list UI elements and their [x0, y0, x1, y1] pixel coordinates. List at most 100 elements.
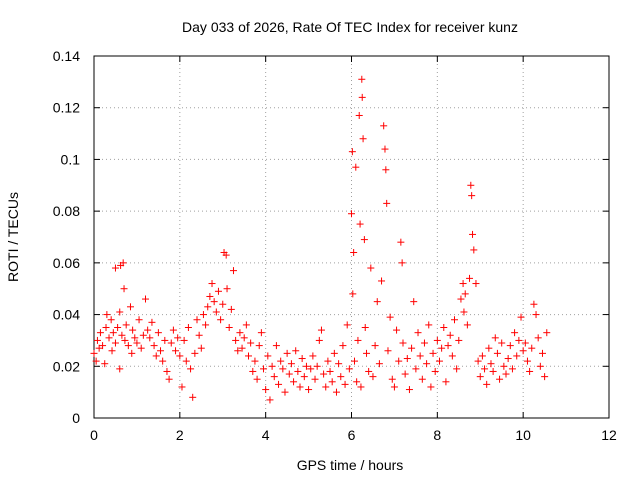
data-point: [359, 135, 367, 143]
data-point: [182, 357, 190, 365]
data-point: [455, 336, 463, 344]
data-point: [459, 280, 467, 288]
data-point: [277, 357, 285, 365]
data-point: [234, 347, 242, 355]
data-point: [191, 349, 199, 357]
data-point: [418, 375, 426, 383]
y-tick-label: 0.12: [53, 100, 80, 116]
data-point: [229, 267, 237, 275]
data-point: [290, 378, 298, 386]
data-point: [178, 383, 186, 391]
data-point: [451, 316, 458, 324]
data-point: [103, 311, 111, 319]
data-point: [412, 365, 420, 373]
data-point: [302, 362, 310, 370]
axis-ticks: 0 2 4 6 8 10 12 0 0.02 0.04 0.06 0.08 0.1 0.12 0.14: [53, 48, 617, 443]
data-point: [260, 365, 268, 373]
data-point: [119, 259, 127, 267]
grid-lines: [94, 56, 609, 418]
data-point: [195, 331, 203, 339]
data-point: [116, 308, 124, 316]
x-tick-label: 12: [601, 427, 617, 443]
data-point: [202, 321, 210, 329]
data-point: [526, 367, 534, 375]
data-point: [275, 380, 283, 388]
data-point: [257, 329, 265, 337]
data-point: [408, 344, 416, 352]
data-point: [513, 352, 521, 360]
data-point: [390, 383, 398, 391]
x-tick-label: 8: [433, 427, 441, 443]
data-point: [126, 303, 134, 311]
data-point: [154, 329, 162, 337]
data-point: [236, 329, 244, 337]
data-point: [371, 342, 379, 350]
data-point: [208, 280, 216, 288]
data-point: [255, 342, 263, 350]
data-point: [245, 352, 252, 360]
data-point: [543, 329, 551, 337]
data-point: [210, 298, 218, 306]
data-point: [197, 344, 205, 352]
data-point: [199, 311, 207, 319]
data-point: [285, 370, 293, 378]
data-point: [470, 246, 478, 254]
data-point: [431, 367, 439, 375]
data-point: [96, 329, 104, 337]
data-point: [367, 264, 375, 272]
data-point: [467, 181, 475, 189]
data-point: [405, 386, 413, 394]
data-point: [491, 334, 499, 342]
data-point: [232, 336, 240, 344]
data-point: [448, 352, 456, 360]
data-point: [358, 75, 366, 83]
data-point: [240, 334, 248, 342]
data-point: [161, 336, 169, 344]
data-point: [330, 349, 338, 357]
data-point: [397, 238, 405, 246]
data-point: [309, 352, 317, 360]
data-point: [487, 360, 495, 368]
data-point: [324, 357, 332, 365]
x-tick-label: 6: [348, 427, 356, 443]
data-point: [493, 349, 501, 357]
data-point: [90, 349, 98, 357]
data-point: [508, 365, 516, 373]
data-point: [349, 290, 357, 298]
data-point: [433, 336, 441, 344]
data-points: [90, 75, 551, 404]
data-point: [294, 367, 302, 375]
data-point: [266, 396, 274, 404]
data-point: [341, 380, 349, 388]
data-point: [386, 313, 394, 321]
data-point: [460, 308, 468, 316]
data-point: [517, 313, 525, 321]
data-point: [502, 370, 510, 378]
data-point: [189, 393, 197, 401]
data-point: [343, 321, 351, 329]
data-point: [534, 334, 542, 342]
data-point: [129, 326, 137, 334]
data-point: [478, 352, 486, 360]
data-point: [398, 259, 406, 267]
x-tick-label: 2: [176, 427, 184, 443]
data-point: [521, 339, 529, 347]
data-point: [515, 336, 523, 344]
data-point: [541, 373, 549, 381]
data-point: [388, 375, 396, 383]
data-point: [157, 347, 165, 355]
data-point: [369, 373, 377, 381]
data-point: [253, 375, 261, 383]
data-point: [536, 362, 544, 370]
data-point: [247, 339, 255, 347]
data-point: [528, 344, 536, 352]
data-point: [124, 342, 132, 350]
data-point: [262, 386, 270, 394]
data-point: [101, 360, 109, 368]
data-point: [272, 342, 280, 350]
data-point: [307, 365, 315, 373]
data-point: [111, 264, 119, 272]
data-point: [187, 365, 195, 373]
data-point: [532, 311, 540, 319]
data-point: [358, 93, 366, 101]
